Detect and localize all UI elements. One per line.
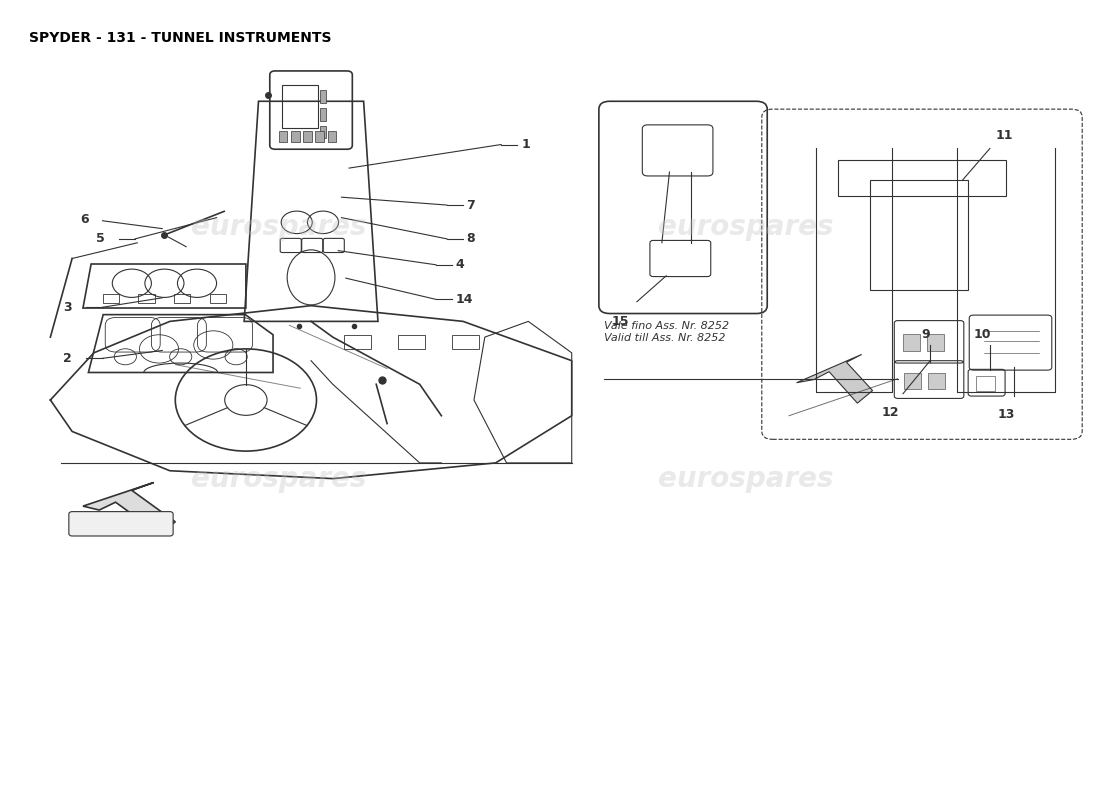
Text: 1: 1 [521,138,530,151]
Bar [210,294,227,302]
Bar [838,160,1007,196]
Text: 4: 4 [455,258,464,271]
Text: 8: 8 [466,232,475,246]
Bar [904,374,922,389]
Polygon shape [796,354,872,403]
Bar [283,86,318,128]
Text: Vale fino Ass. Nr. 8252
Valid till Ass. Nr. 8252: Vale fino Ass. Nr. 8252 Valid till Ass. … [604,322,729,343]
Text: 10: 10 [974,328,991,341]
Bar [320,126,326,138]
Polygon shape [82,482,175,534]
Text: 6: 6 [80,213,88,226]
Bar [316,131,324,142]
Bar [903,334,921,351]
Bar [928,374,945,389]
Bar [139,294,155,302]
Bar [304,131,311,142]
Bar [320,90,326,103]
Bar [102,294,119,302]
Text: 5: 5 [96,232,104,246]
Text: 15: 15 [612,315,629,328]
Text: 12: 12 [881,406,899,419]
Text: 11: 11 [996,129,1013,142]
Text: 13: 13 [998,408,1015,421]
Text: eurospares: eurospares [658,465,834,493]
Text: 3: 3 [64,301,73,314]
Text: eurospares: eurospares [190,465,366,493]
Text: eurospares: eurospares [190,213,366,241]
Bar [174,294,190,302]
Text: 7: 7 [466,198,475,211]
Text: 9: 9 [922,328,931,341]
Bar [320,108,326,121]
Bar [278,131,287,142]
Text: 14: 14 [455,293,473,306]
Bar [343,334,371,349]
FancyBboxPatch shape [69,512,173,536]
Bar [292,131,299,142]
Text: eurospares: eurospares [658,213,834,241]
Text: 2: 2 [64,352,73,365]
Bar [452,334,480,349]
Text: SPYDER - 131 - TUNNEL INSTRUMENTS: SPYDER - 131 - TUNNEL INSTRUMENTS [29,30,331,45]
Bar [870,180,968,290]
Bar [976,377,996,390]
Bar [328,131,337,142]
Bar [927,334,944,351]
Bar [398,334,425,349]
